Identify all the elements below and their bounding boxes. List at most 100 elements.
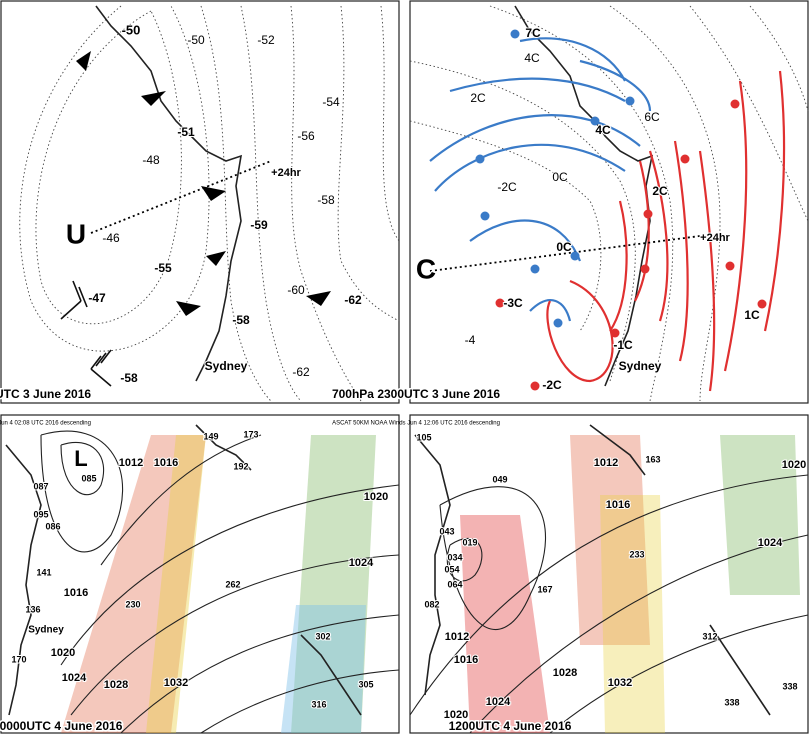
map-label: 0C <box>556 240 572 254</box>
map-label: 316 <box>311 699 326 709</box>
map-label: Sydney <box>619 359 662 373</box>
panel-header: ASCAT 50KM NOAA Winds Jun 4 02:08 UTC 20… <box>0 421 91 427</box>
map-label: 167 <box>537 584 552 594</box>
map-label: 082 <box>424 599 439 609</box>
streamline-blue <box>429 37 652 322</box>
contour <box>337 5 400 322</box>
map-label: -56 <box>297 129 315 143</box>
map-label: 1012 <box>594 457 618 469</box>
map-label: 4C <box>524 51 540 65</box>
map-label: 2C <box>652 184 668 198</box>
map-label: 1024 <box>486 696 511 708</box>
map-label: 085 <box>81 473 96 483</box>
swath <box>61 435 206 733</box>
map-label: 095 <box>33 509 48 519</box>
panel-caption: 700hPa 2300UTC 3 June 2016 <box>332 387 500 401</box>
contour <box>35 10 182 325</box>
contour <box>609 5 721 402</box>
map-label: 136 <box>25 604 40 614</box>
contour <box>689 5 809 222</box>
map-label: 1028 <box>553 667 577 679</box>
contour <box>409 60 636 382</box>
map-label: Sydney <box>28 625 64 636</box>
station-blue <box>475 29 635 328</box>
map-label: -58 <box>120 371 138 385</box>
isobar <box>409 474 809 734</box>
map-label: 1016 <box>154 457 178 469</box>
swath <box>146 435 206 733</box>
map-label: -46 <box>102 231 120 245</box>
map-label: -59 <box>250 218 268 232</box>
map-label: -4 <box>465 333 476 347</box>
map-label: +24hr <box>271 167 301 179</box>
coastline <box>95 5 243 382</box>
map-label: 149 <box>203 431 218 441</box>
map-label: -55 <box>154 261 172 275</box>
map-label: 0C <box>552 170 568 184</box>
panel-frame <box>409 0 809 404</box>
panel-caption: 200hPa 2300UTC 3 June 2016 <box>0 387 91 401</box>
station-red <box>495 99 767 391</box>
map-label: 1032 <box>608 677 632 689</box>
map-label: 262 <box>225 579 240 589</box>
map-label: +24hr <box>700 232 730 244</box>
wind-barb <box>60 280 112 387</box>
panel-200hpa: -50 -50 -52 -54 -51 -56 -48 +24hr -58 U -46 -59 -55 -… <box>0 0 400 404</box>
panel-frame <box>0 0 400 404</box>
map-label: -1C <box>613 338 633 352</box>
map-label: -3C <box>503 296 523 310</box>
map-label: 1024 <box>62 672 87 684</box>
map-label: 7C <box>525 26 541 40</box>
swath <box>281 605 366 733</box>
map-label: 338 <box>782 681 797 691</box>
map-label: 2C <box>470 91 486 105</box>
map-label: C <box>416 253 436 284</box>
contour <box>489 5 674 402</box>
map-label: -50 <box>122 22 141 37</box>
map-label: Sydney <box>205 359 248 373</box>
map-label: -60 <box>287 283 305 297</box>
map-label: -2C <box>542 378 562 392</box>
swath <box>460 515 550 733</box>
map-label: -62 <box>344 293 362 307</box>
panel-caption: 1200UTC 4 June 2016 <box>449 719 572 733</box>
map-label: -58 <box>317 193 335 207</box>
map-label: L <box>74 446 87 471</box>
map-label: 019 <box>462 537 477 547</box>
map-label: 1024 <box>349 557 374 569</box>
map-label: 1012 <box>119 457 143 469</box>
map-label: 1032 <box>164 677 188 689</box>
map-label: 163 <box>645 454 660 464</box>
map-label: -62 <box>292 365 310 379</box>
contour <box>240 5 302 402</box>
map-label: 302 <box>315 631 330 641</box>
map-label: 1016 <box>454 654 478 666</box>
streamline-red <box>546 70 786 392</box>
track <box>429 235 701 272</box>
coastline <box>414 424 771 716</box>
map-label: 141 <box>36 567 51 577</box>
map-label: 049 <box>492 474 507 484</box>
map-label: -48 <box>142 153 160 167</box>
map-label: -58 <box>232 313 250 327</box>
map-label: 4C <box>595 123 611 137</box>
map-label: -54 <box>322 95 340 109</box>
isobar <box>40 430 400 734</box>
map-label: 1016 <box>606 499 630 511</box>
map-label: 230 <box>125 599 140 609</box>
panel-caption: 0000UTC 4 June 2016 <box>0 719 123 733</box>
map-label: 1028 <box>104 679 128 691</box>
map-label: 170 <box>11 654 26 664</box>
map-label: 1016 <box>64 587 88 599</box>
contour <box>290 5 362 402</box>
map-label: -50 <box>187 33 205 47</box>
map-label: 105 <box>416 432 431 442</box>
map-label: 054 <box>444 564 459 574</box>
swath <box>291 435 376 733</box>
map-label: 312 <box>702 631 717 641</box>
map-label: 233 <box>629 549 644 559</box>
map-label: 6C <box>644 110 660 124</box>
swath <box>600 495 665 733</box>
